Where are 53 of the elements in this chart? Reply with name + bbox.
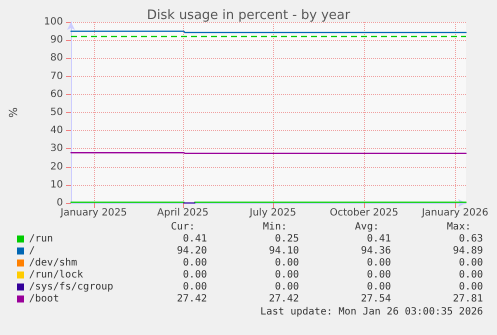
y-tick-label: 50: [50, 107, 63, 118]
y-tick-label: 30: [50, 143, 63, 154]
text: 0.00: [458, 270, 483, 280]
x-tick-label: April 2025: [157, 208, 209, 218]
y-tick-label: 10: [50, 179, 63, 190]
legend-label: /run: [29, 234, 54, 244]
text: 94.36: [360, 246, 391, 256]
x-tick-label: January 2026: [420, 208, 488, 218]
text: 0.00: [182, 258, 207, 268]
legend-label: /run/lock: [29, 270, 84, 280]
legend-label: /boot: [29, 294, 60, 304]
legend-label: /: [29, 246, 36, 256]
text: 0.00: [274, 282, 299, 292]
text: Avg:: [354, 222, 379, 232]
text: 0.00: [274, 270, 299, 280]
y-tick-label: 90: [50, 34, 63, 46]
y-tick-label: 20: [50, 161, 63, 172]
text: 0.41: [366, 234, 391, 244]
text: Cur:: [170, 222, 195, 232]
text: 0.00: [366, 270, 391, 280]
text: 94.20: [176, 246, 207, 256]
legend-label: /dev/shm: [29, 258, 78, 268]
text: 0.00: [274, 258, 299, 268]
y-tick-label: 60: [50, 88, 63, 100]
text: 94.89: [452, 246, 483, 256]
text: 0.00: [182, 282, 207, 292]
text: 0.00: [458, 258, 483, 268]
y-tick-label: 100: [44, 16, 63, 28]
text: 0.63: [458, 234, 483, 244]
text: Max:: [446, 222, 471, 232]
x-tick-label: October 2025: [330, 208, 398, 218]
text: Min:: [262, 222, 287, 232]
text: 27.42: [268, 294, 299, 304]
text: 0.00: [182, 270, 207, 280]
text: 0.00: [366, 282, 391, 292]
x-tick-label: July 2025: [248, 208, 296, 218]
y-tick-label: 70: [50, 70, 63, 82]
legend-label: /sys/fs/cgroup: [29, 282, 114, 292]
y-axis-title: %: [7, 107, 20, 118]
text: 27.42: [176, 294, 207, 304]
text: 94.10: [268, 246, 299, 256]
y-tick-label: 80: [50, 52, 63, 64]
chart-title: Disk usage in percent - by year: [146, 8, 351, 23]
text: Last update: Mon Jan 26 03:00:35 2026: [260, 306, 484, 318]
text: 0.00: [458, 282, 483, 292]
text: 27.54: [360, 294, 391, 304]
y-tick-label: 40: [50, 125, 63, 136]
y-tick-label: 0: [56, 198, 63, 208]
x-tick-label: January 2025: [59, 208, 128, 218]
text: 0.25: [274, 234, 299, 244]
text: 27.81: [452, 294, 483, 304]
text: 0.00: [366, 258, 391, 268]
text: 0.41: [182, 234, 207, 244]
